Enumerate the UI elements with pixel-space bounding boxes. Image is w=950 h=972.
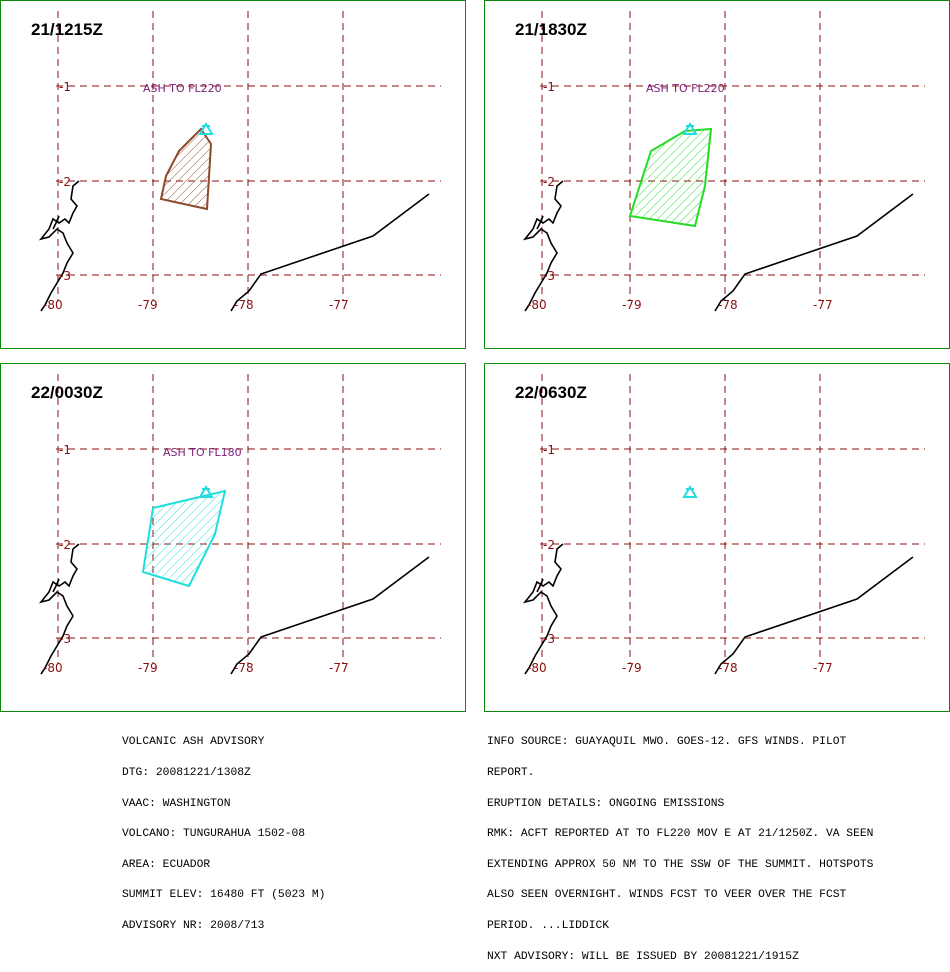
grid-lines xyxy=(56,11,441,301)
coastline xyxy=(38,543,430,675)
advisory-line: VOLCANO: TUNGURAHUA 1502-08 xyxy=(122,828,306,841)
lon-label: -78 xyxy=(234,298,254,312)
lon-label: -77 xyxy=(813,661,833,675)
advisory-line: SUMMIT ELEV: 16480 FT (5023 M) xyxy=(122,889,326,902)
advisory-line: ADVISORY NR: 2008/713 xyxy=(122,919,265,932)
advisory-line: VOLCANIC ASH ADVISORY xyxy=(122,736,265,749)
panel-time-label: 21/1830Z xyxy=(515,20,587,39)
coastline xyxy=(522,543,914,675)
lat-label: -1 xyxy=(543,443,555,457)
volcano-marker-icon xyxy=(198,122,214,135)
lon-label: -80 xyxy=(527,298,547,312)
volcano-marker-icon xyxy=(682,122,698,135)
lon-label: -77 xyxy=(329,298,349,312)
panel-time-label: 22/0030Z xyxy=(31,383,103,402)
coastline xyxy=(522,180,914,312)
map-canvas: ASH TO FL220 -1 -2 -3 -80 -79 -78 -77 xyxy=(38,11,441,312)
lon-label: -79 xyxy=(138,298,158,312)
lon-label: -78 xyxy=(234,661,254,675)
advisory-line: RMK: ACFT REPORTED AT TO FL220 MOV E AT … xyxy=(487,828,874,841)
advisory-line: EXTENDING APPROX 50 NM TO THE SSW OF THE… xyxy=(487,858,874,871)
ash-cloud xyxy=(141,489,227,588)
ash-altitude-label: ASH TO FL220 xyxy=(646,82,725,95)
lon-label: -79 xyxy=(138,661,158,675)
lat-label: -1 xyxy=(59,443,71,457)
map-panel-4: -1 -2 -3 -80 -79 -78 -77 22/0630Z xyxy=(484,363,950,712)
volcano-marker-icon xyxy=(682,485,698,498)
lon-label: -78 xyxy=(718,661,738,675)
advisory-line: NXT ADVISORY: WILL BE ISSUED BY 20081221… xyxy=(487,950,799,963)
ash-altitude-label: ASH TO FL180 xyxy=(163,446,242,459)
ash-cloud xyxy=(628,127,713,228)
advisory-line: DTG: 20081221/1308Z xyxy=(122,767,251,779)
lat-label: -2 xyxy=(59,175,71,189)
volcano-marker-icon xyxy=(198,485,214,498)
lon-label: -78 xyxy=(718,298,738,312)
advisory-line: ALSO SEEN OVERNIGHT. WINDS FCST TO VEER … xyxy=(487,889,847,902)
advisory-details: INFO SOURCE: GUAYAQUIL MWO. GOES-12. GFS… xyxy=(487,717,927,972)
lon-label: -80 xyxy=(43,298,63,312)
advisory-line: INFO SOURCE: GUAYAQUIL MWO. GOES-12. GFS… xyxy=(487,736,847,749)
advisory-line: VAAC: WASHINGTON xyxy=(122,797,231,810)
advisory-line: REPORT. xyxy=(487,767,535,779)
lat-label: -2 xyxy=(59,538,71,552)
coastline xyxy=(38,180,430,312)
map-panel-2: ASH TO FL220 -1 -2 -3 -80 -79 -78 -77 21… xyxy=(484,0,950,349)
ash-altitude-label: ASH TO FL220 xyxy=(143,82,222,95)
advisory-summary: VOLCANIC ASH ADVISORY DTG: 20081221/1308… xyxy=(122,717,325,941)
panel-time-label: 22/0630Z xyxy=(515,383,587,402)
lat-label: -2 xyxy=(543,175,555,189)
lat-label: -3 xyxy=(59,632,71,646)
lat-label: -1 xyxy=(59,80,71,94)
lon-label: -79 xyxy=(622,298,642,312)
advisory-line: PERIOD. ...LIDDICK xyxy=(487,919,610,932)
lon-label: -79 xyxy=(622,661,642,675)
lat-label: -1 xyxy=(543,80,555,94)
map-canvas: ASH TO FL220 -1 -2 -3 -80 -79 -78 -77 xyxy=(522,11,925,312)
lon-label: -80 xyxy=(43,661,63,675)
lon-label: -77 xyxy=(813,298,833,312)
grid-lines xyxy=(56,374,441,664)
map-canvas: ASH TO FL180 -1 -2 -3 -80 -79 -78 -77 xyxy=(38,374,441,675)
lat-label: -2 xyxy=(543,538,555,552)
grid-lines xyxy=(540,11,925,301)
lat-label: -3 xyxy=(543,632,555,646)
advisory-line: ERUPTION DETAILS: ONGOING EMISSIONS xyxy=(487,797,725,810)
map-panel-1: ASH TO FL220 -1 -2 -3 -80 -79 -78 -77 21… xyxy=(0,0,466,349)
panel-time-label: 21/1215Z xyxy=(31,20,103,39)
ash-cloud xyxy=(159,127,213,211)
advisory-line: AREA: ECUADOR xyxy=(122,858,211,871)
lon-label: -80 xyxy=(527,661,547,675)
grid-lines xyxy=(540,374,925,664)
map-panel-3: ASH TO FL180 -1 -2 -3 -80 -79 -78 -77 22… xyxy=(0,363,466,712)
lon-label: -77 xyxy=(329,661,349,675)
map-canvas: -1 -2 -3 -80 -79 -78 -77 xyxy=(522,374,925,675)
lat-label: -3 xyxy=(59,269,71,283)
lat-label: -3 xyxy=(543,269,555,283)
